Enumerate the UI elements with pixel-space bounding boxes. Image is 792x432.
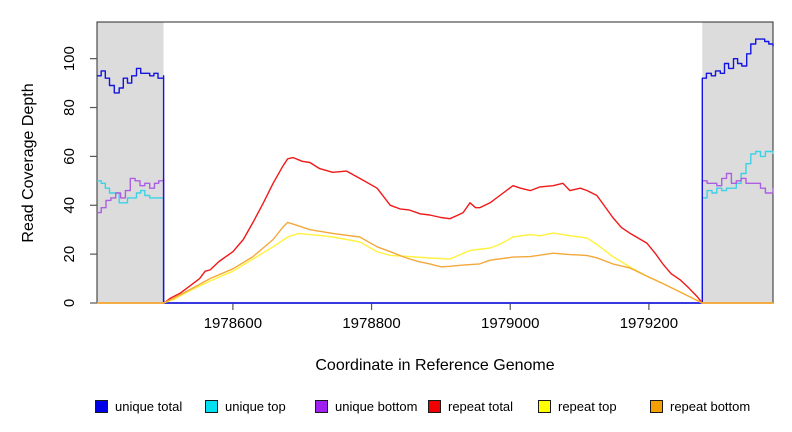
masked-region [702, 22, 773, 303]
x-tick-label: 1978800 [342, 315, 400, 332]
y-tick-label: 0 [61, 299, 78, 307]
legend-swatch-icon [428, 399, 441, 413]
legend-item-unique-bottom: unique bottom [315, 398, 417, 414]
series-line-unique-total [97, 38, 774, 304]
legend-swatch-icon [315, 399, 328, 413]
y-tick-label: 60 [61, 148, 78, 165]
y-tick-label: 20 [61, 246, 78, 263]
legend-item-unique-top: unique top [205, 398, 286, 414]
masked-region [97, 22, 164, 303]
series-line-repeat-bottom [97, 221, 773, 304]
legend-item-repeat-total: repeat total [428, 398, 513, 414]
x-axis-title: Coordinate in Reference Genome [315, 357, 555, 374]
y-axis-title: Read Coverage Depth [20, 83, 37, 243]
legend-label: unique total [115, 398, 183, 414]
y-tick-label: 40 [61, 197, 78, 214]
legend-swatch-icon [205, 399, 218, 413]
legend-label: repeat bottom [670, 398, 751, 414]
x-tick-label: 1979200 [620, 315, 678, 332]
series-line-unique-bottom [97, 172, 774, 304]
legend-item-repeat-top: repeat top [538, 398, 617, 414]
legend-label: repeat total [448, 398, 514, 414]
legend-swatch-icon [650, 399, 663, 413]
legend-swatch-icon [95, 399, 108, 413]
legend-item-repeat-bottom: repeat bottom [650, 398, 750, 414]
legend-item-unique-total: unique total [95, 398, 182, 414]
x-tick-label: 1978600 [204, 315, 262, 332]
y-tick-label: 80 [61, 99, 78, 116]
x-tick-label: 1979000 [481, 315, 539, 332]
plot-box [96, 21, 774, 304]
series-line-repeat-top [97, 232, 773, 304]
legend-swatch-icon [538, 399, 551, 413]
series-line-repeat-total [97, 156, 773, 304]
legend-label: unique bottom [335, 398, 418, 414]
y-tick-label: 100 [61, 46, 78, 71]
legend-label: repeat top [558, 398, 617, 414]
legend-label: unique top [225, 398, 286, 414]
legend: unique total unique top unique bottom repea… [0, 398, 792, 418]
